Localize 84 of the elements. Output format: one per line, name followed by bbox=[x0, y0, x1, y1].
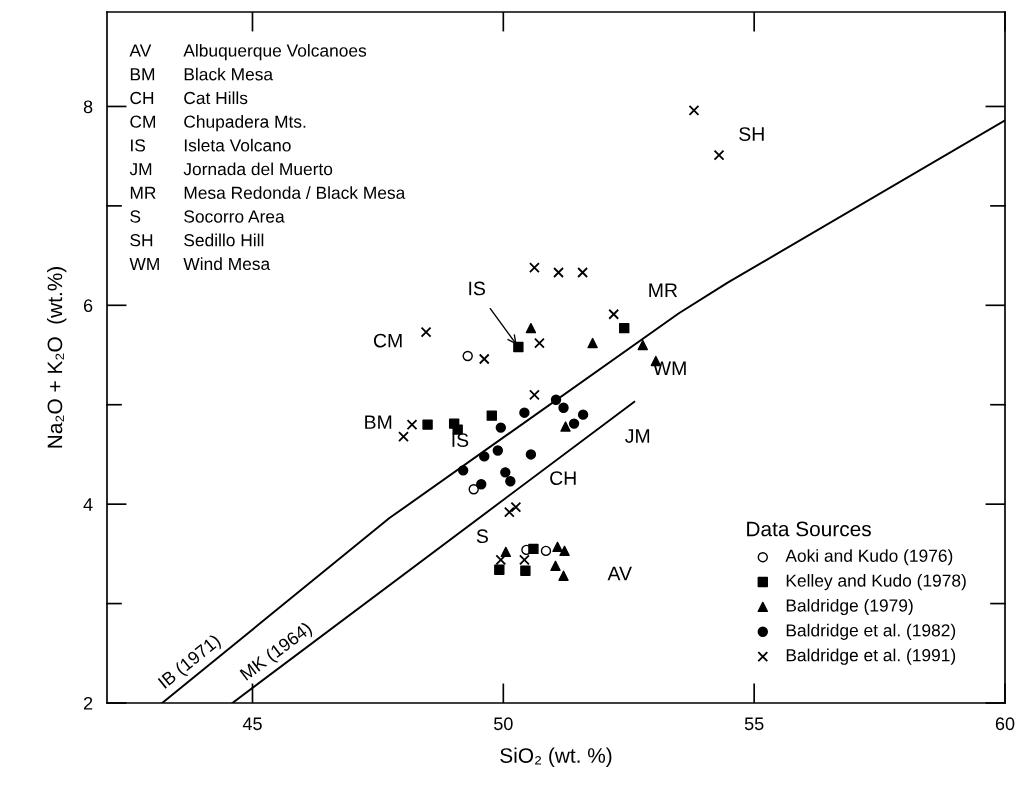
point bbox=[528, 543, 539, 555]
point bbox=[503, 506, 515, 518]
text: S Socorro Area bbox=[130, 210, 285, 223]
text: WM Wind Mesa bbox=[129, 257, 271, 271]
annotation: BM bbox=[365, 415, 392, 429]
text: AV Albuquerque Volcanoes bbox=[129, 43, 367, 61]
point bbox=[495, 422, 507, 433]
point bbox=[688, 105, 700, 116]
point bbox=[525, 322, 537, 334]
point bbox=[550, 560, 561, 571]
point bbox=[525, 449, 537, 460]
point bbox=[478, 353, 490, 365]
point bbox=[520, 565, 531, 576]
y-tick-label: 4 bbox=[83, 498, 93, 511]
text: CH Cat Hills bbox=[130, 91, 248, 105]
point bbox=[560, 421, 571, 432]
legend-label: Kelley and Kudo (1978) bbox=[786, 574, 966, 591]
point bbox=[534, 337, 545, 349]
point bbox=[558, 570, 569, 581]
annotation: IS bbox=[469, 281, 485, 296]
point bbox=[529, 262, 540, 273]
point bbox=[468, 484, 479, 495]
annotation: CM bbox=[373, 333, 402, 348]
text: MR Mesa Redonda / Black Mesa bbox=[130, 186, 406, 199]
point bbox=[529, 389, 540, 401]
point bbox=[479, 451, 490, 462]
point bbox=[495, 554, 507, 566]
point bbox=[568, 418, 580, 429]
point bbox=[558, 402, 569, 413]
y-tick-label: 6 bbox=[83, 299, 93, 313]
x-tick-label: 60 bbox=[995, 717, 1015, 731]
legend-label: Baldridge et al. (1991) bbox=[786, 648, 956, 665]
annotation: MR bbox=[649, 283, 678, 297]
point bbox=[462, 350, 473, 362]
point bbox=[406, 419, 418, 431]
legend-label: Aoki and Kudo (1976) bbox=[785, 549, 953, 566]
point bbox=[494, 564, 505, 575]
text: SH Sedillo Hill bbox=[130, 233, 264, 247]
point bbox=[550, 394, 562, 405]
annotation: JM bbox=[625, 429, 650, 443]
y-axis-title: Na₂O + K₂O (wt.%) bbox=[46, 267, 67, 448]
text: BM Black Mesa bbox=[130, 67, 274, 81]
point bbox=[577, 409, 589, 420]
point bbox=[587, 337, 598, 349]
annotation: SH bbox=[739, 127, 764, 141]
annotation: CH bbox=[550, 471, 576, 486]
y-tick-label: 8 bbox=[83, 100, 93, 114]
text: IS Isleta Volcano bbox=[131, 138, 291, 152]
point bbox=[637, 339, 648, 351]
x-tick-label: 50 bbox=[494, 717, 513, 731]
point bbox=[608, 308, 620, 320]
point bbox=[552, 541, 563, 553]
annotation: AV bbox=[607, 566, 632, 581]
point bbox=[398, 431, 409, 442]
point bbox=[476, 479, 487, 490]
point bbox=[553, 267, 564, 278]
point bbox=[619, 322, 630, 334]
point bbox=[500, 546, 512, 558]
x-tick-label: 55 bbox=[744, 717, 764, 731]
x-tick-label: 45 bbox=[242, 717, 262, 731]
point bbox=[492, 445, 504, 456]
point bbox=[486, 410, 497, 421]
point bbox=[505, 476, 516, 487]
point bbox=[457, 465, 469, 476]
annotation: IS bbox=[452, 433, 469, 448]
legend-label: Baldridge et al. (1982) bbox=[786, 623, 956, 640]
x-axis-title: SiO₂ (wt. %) bbox=[500, 747, 612, 768]
text: CM Chupadera Mts. bbox=[130, 115, 306, 132]
point bbox=[577, 267, 588, 278]
annotation: S bbox=[476, 529, 488, 544]
point bbox=[518, 554, 530, 566]
point bbox=[422, 419, 433, 430]
point bbox=[510, 501, 522, 513]
point bbox=[420, 326, 432, 338]
legend-label: Baldridge (1979) bbox=[786, 598, 913, 616]
point bbox=[559, 545, 570, 557]
point bbox=[513, 341, 524, 353]
point bbox=[540, 545, 552, 557]
point bbox=[500, 467, 511, 478]
legend-title: Data Sources bbox=[747, 521, 871, 537]
point bbox=[713, 149, 725, 161]
text: JM Jornada del Muerto bbox=[129, 162, 333, 176]
point bbox=[519, 407, 530, 418]
y-tick-label: 2 bbox=[83, 696, 93, 710]
